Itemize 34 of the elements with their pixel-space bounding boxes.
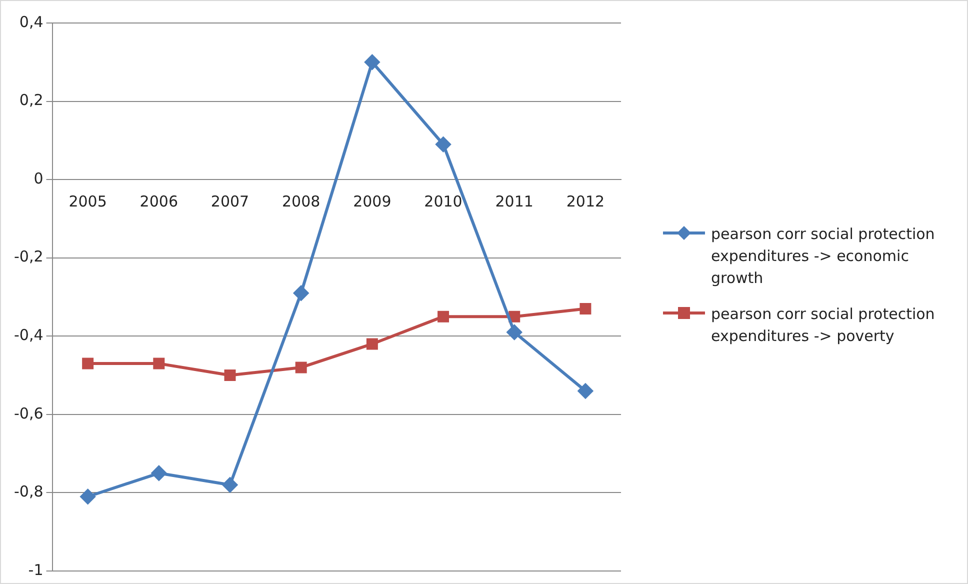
point bbox=[364, 54, 380, 70]
y-tick-label: 0 bbox=[34, 169, 44, 188]
y-tick-label: -0,2 bbox=[14, 248, 44, 266]
point bbox=[508, 310, 520, 322]
x-tick-label: 2012 bbox=[566, 192, 605, 210]
point bbox=[80, 489, 96, 504]
point bbox=[224, 370, 236, 382]
point bbox=[578, 383, 593, 398]
point bbox=[294, 286, 309, 301]
x-tick-label: 2008 bbox=[282, 192, 320, 210]
x-tick-label: 2005 bbox=[68, 192, 107, 210]
legend-label: pearson corr social protection expenditures -> economic growth bbox=[711, 224, 936, 289]
point bbox=[151, 466, 166, 481]
point bbox=[295, 362, 307, 374]
y-tick-label: -1 bbox=[28, 560, 44, 579]
y-tick-label: 0,2 bbox=[19, 91, 44, 110]
point bbox=[436, 136, 451, 152]
x-tick-label: 2006 bbox=[140, 192, 178, 210]
y-tick-label: 0,4 bbox=[19, 12, 44, 31]
point bbox=[82, 358, 94, 370]
y-tick-label: -0,4 bbox=[14, 326, 44, 344]
point bbox=[222, 477, 238, 492]
point bbox=[438, 310, 450, 322]
point bbox=[506, 324, 522, 340]
y-tick-label: -0,8 bbox=[14, 482, 44, 501]
y-tick-label: -0,6 bbox=[14, 404, 44, 422]
x-tick-label: 2011 bbox=[495, 192, 534, 210]
point bbox=[366, 338, 378, 350]
x-tick-label: 2009 bbox=[353, 192, 392, 210]
legend-label: pearson corr social protection expenditures -> poverty bbox=[711, 304, 936, 347]
point bbox=[153, 358, 165, 370]
x-tick-label: 2010 bbox=[424, 192, 462, 210]
point bbox=[580, 303, 592, 314]
x-tick-label: 2007 bbox=[210, 192, 250, 210]
